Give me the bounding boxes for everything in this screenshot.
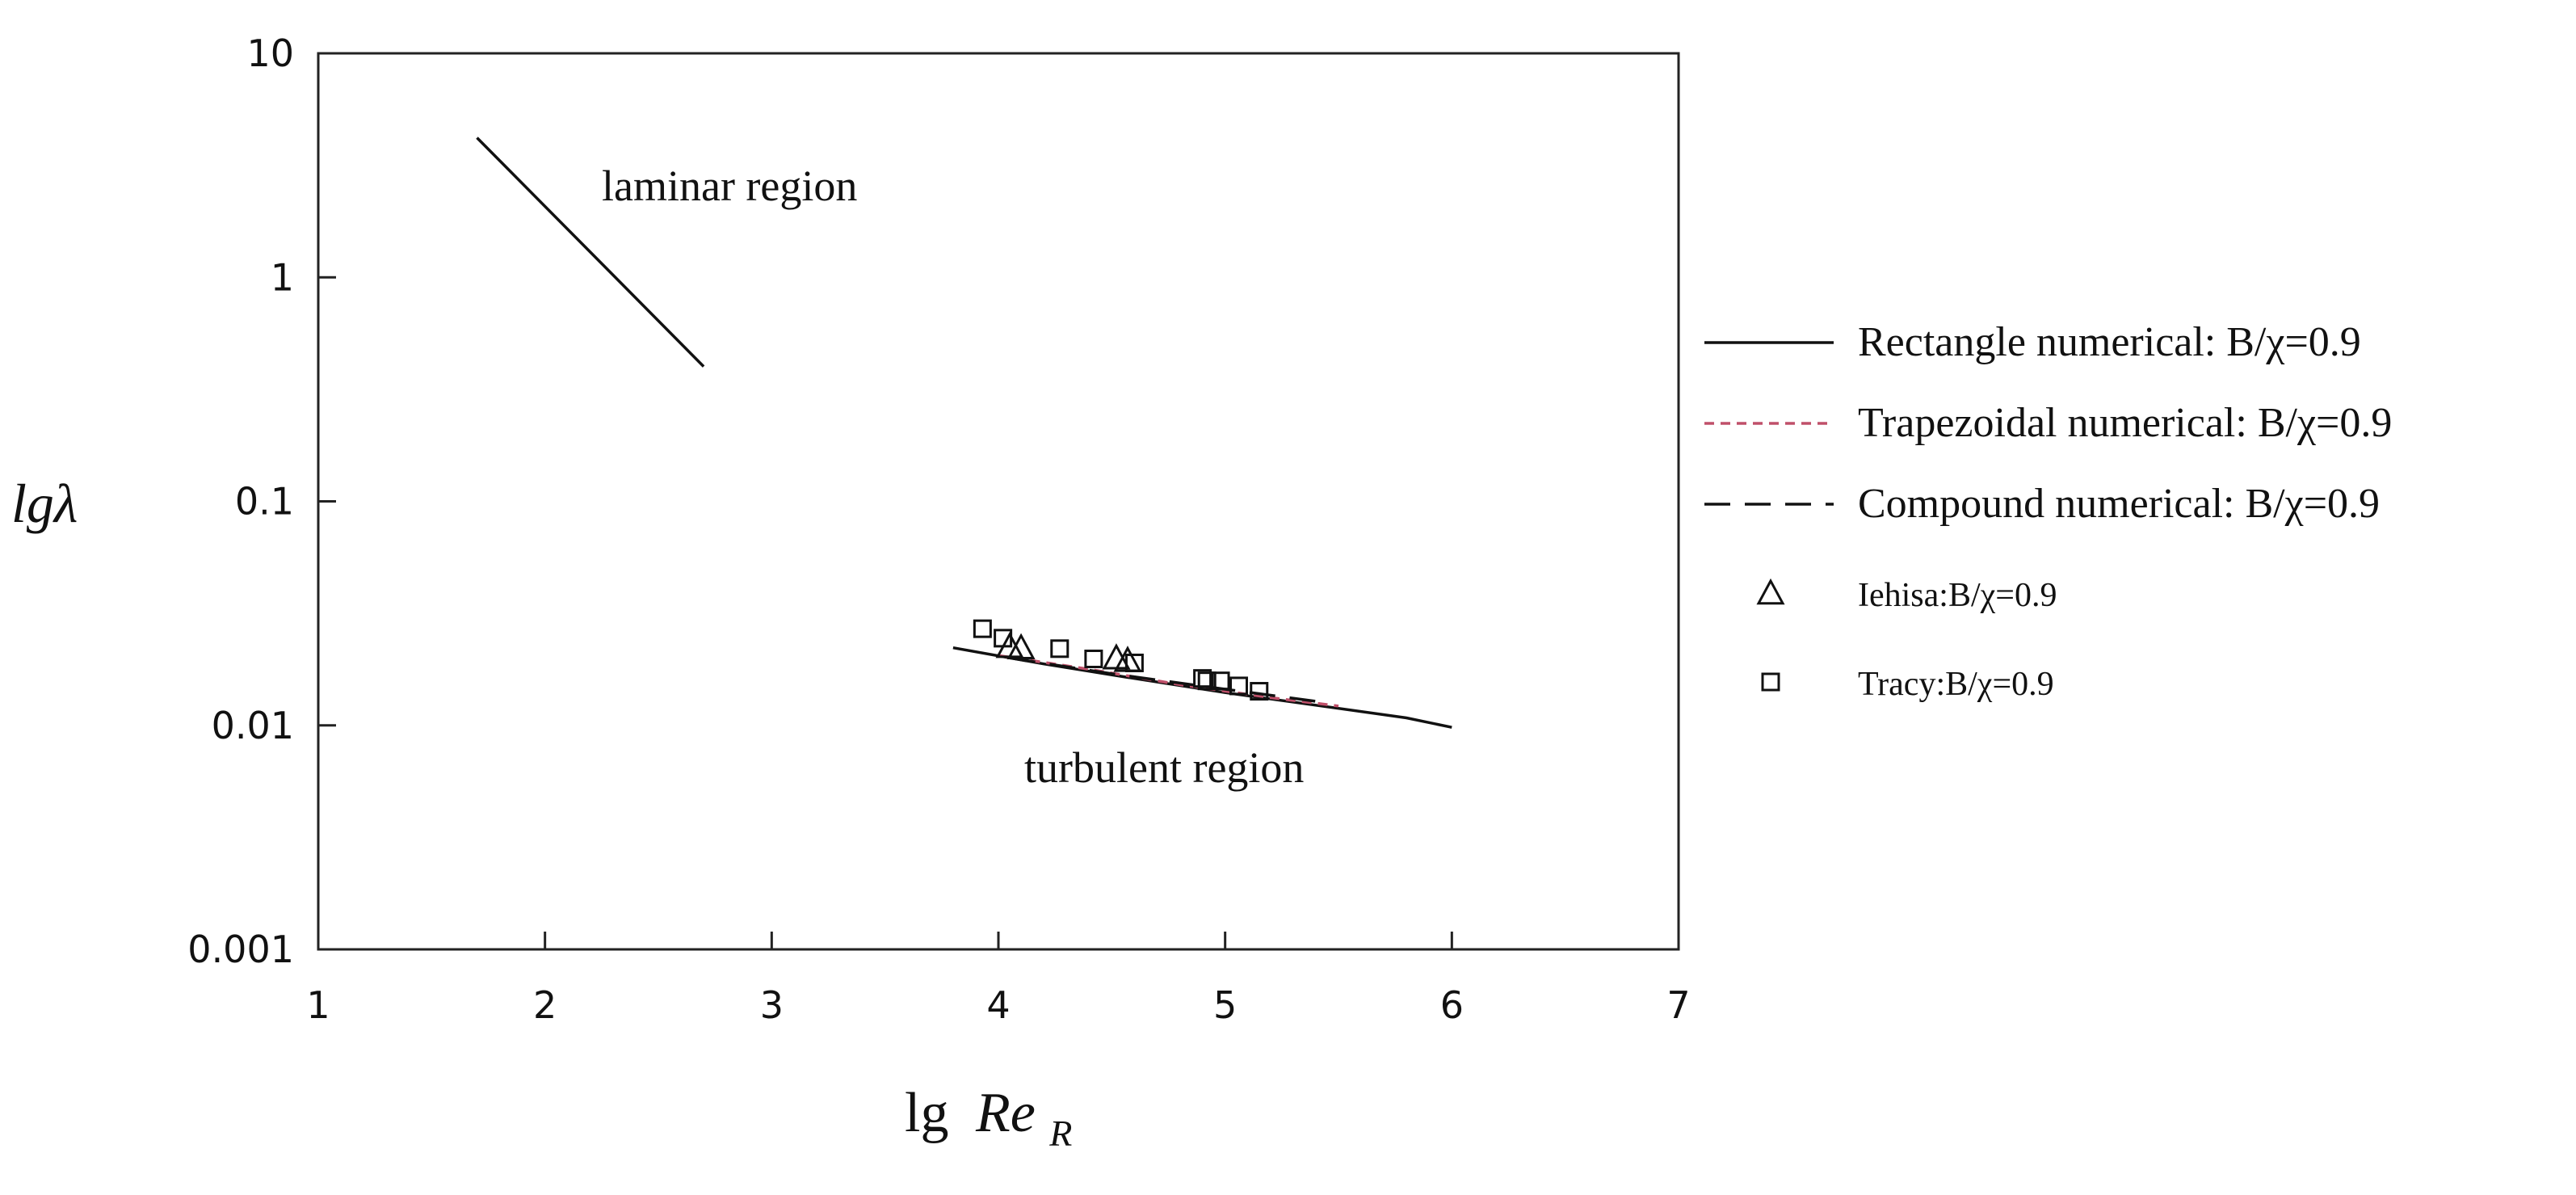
data-point-square-4 xyxy=(1124,653,1144,672)
data-point-square-7 xyxy=(1211,671,1230,691)
data-point-square-2 xyxy=(1050,639,1069,659)
series-line-0-0 xyxy=(476,137,705,368)
x-tick-label: 7 xyxy=(1666,983,1690,1027)
annotation-laminar-region: laminar region xyxy=(602,162,857,210)
legend-label: Tracy:B/χ=0.9 xyxy=(1858,666,2054,703)
y-axis-title: lgλ xyxy=(11,473,78,534)
legend-marker xyxy=(1756,578,1785,605)
x-axis-title-prefix: lg xyxy=(905,1082,948,1144)
annotation-turbulent-region: turbulent region xyxy=(1024,743,1304,792)
data-point-square-9 xyxy=(1250,682,1269,701)
y-tick-label: 0.001 xyxy=(187,928,294,971)
data-point-triangle-1 xyxy=(1006,633,1036,659)
plot-frame xyxy=(317,52,1680,951)
y-tick-label: 0.1 xyxy=(235,480,294,524)
y-tick-label: 10 xyxy=(246,32,294,75)
y-axis-tick-labels: 0.001 0.01 0.1 1 10 xyxy=(187,32,294,971)
x-tick-label: 1 xyxy=(306,983,330,1027)
x-tick-label: 6 xyxy=(1440,983,1464,1027)
series-line-1-0 xyxy=(998,654,1339,708)
x-axis-title-symbol: Re xyxy=(975,1082,1036,1144)
x-axis-title-text: lg Re R xyxy=(905,1082,1072,1154)
series-layer xyxy=(476,137,1452,729)
series-line-0-1 xyxy=(952,646,1452,729)
x-axis-title: lg Re R xyxy=(905,1082,1072,1154)
marker-layer xyxy=(973,619,1269,701)
y-axis-title-text: lgλ xyxy=(11,473,78,534)
x-tick-label: 4 xyxy=(986,983,1010,1027)
data-point-square-5 xyxy=(1193,669,1212,688)
y-axis-ticks xyxy=(318,52,336,951)
data-point-square-8 xyxy=(1229,676,1249,696)
series-line-2-0 xyxy=(1009,656,1317,703)
legend-label: Trapezoidal numerical: B/χ=0.9 xyxy=(1858,400,2392,446)
legend-label: Rectangle numerical: B/χ=0.9 xyxy=(1858,319,2361,365)
y-tick-label: 0.01 xyxy=(212,704,294,747)
x-axis-tick-labels: 1 2 3 4 5 6 7 xyxy=(306,983,1690,1027)
x-axis-title-subscript: R xyxy=(1048,1113,1072,1154)
legend-label: Iehisa:B/χ=0.9 xyxy=(1858,577,2057,614)
data-point-square-3 xyxy=(1084,649,1103,668)
x-tick-label: 5 xyxy=(1213,983,1237,1027)
legend-marker xyxy=(1761,672,1780,692)
data-point-square-0 xyxy=(973,619,992,638)
legend: Rectangle numerical: B/χ=0.9 Trapezoidal … xyxy=(1704,319,2392,703)
y-tick-label: 1 xyxy=(271,255,294,299)
legend-label: Compound numerical: B/χ=0.9 xyxy=(1858,481,2380,527)
x-tick-label: 3 xyxy=(760,983,784,1027)
x-axis-ticks xyxy=(317,932,1680,949)
data-point-square-6 xyxy=(1197,671,1217,691)
x-tick-label: 2 xyxy=(533,983,557,1027)
data-point-square-1 xyxy=(994,629,1013,648)
data-point-triangle-2 xyxy=(1102,643,1131,670)
